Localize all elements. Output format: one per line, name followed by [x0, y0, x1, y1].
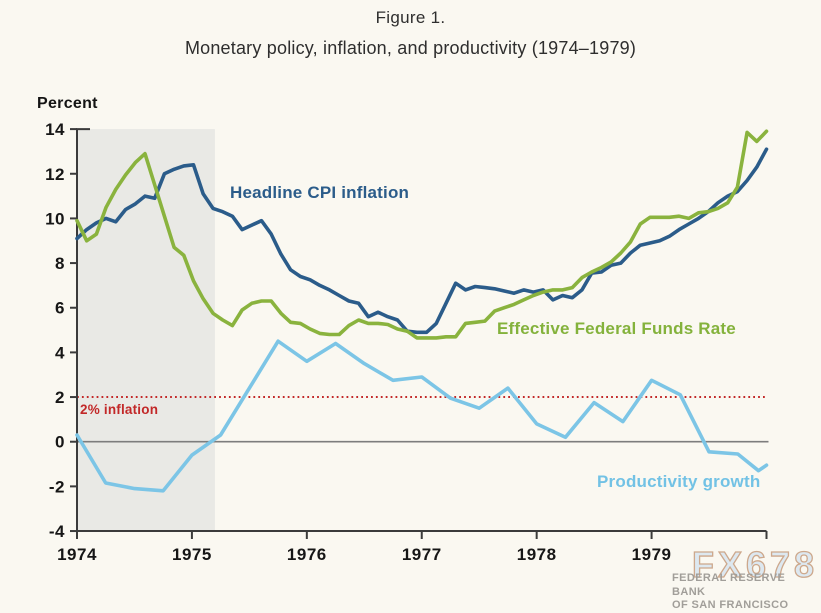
x-axis-tick-label: 1975	[172, 545, 212, 564]
x-axis-tick-label: 1977	[402, 545, 442, 564]
y-axis-tick-label: 0	[55, 433, 65, 452]
y-axis-tick-label: 6	[55, 299, 65, 318]
ffr-series-label: Effective Federal Funds Rate	[497, 319, 736, 338]
y-axis-tick-label: 2	[55, 388, 65, 407]
watermark-source-line2: OF SAN FRANCISCO	[672, 599, 789, 611]
x-axis-tick-label: 1979	[632, 545, 672, 564]
y-axis-tick-label: -2	[49, 477, 65, 496]
y-axis-tick-label: 12	[45, 165, 65, 184]
y-axis-tick-label: 4	[55, 343, 65, 362]
y-axis-title: Percent	[37, 95, 98, 112]
cpi-series-label: Headline CPI inflation	[230, 183, 410, 202]
x-axis-tick-label: 1978	[517, 545, 557, 564]
y-axis-tick-label: -4	[49, 522, 65, 541]
cpi-line	[75, 147, 769, 335]
productivity-series-label: Productivity growth	[597, 472, 761, 491]
y-axis-tick-label: 14	[45, 120, 65, 139]
watermark-source: FEDERAL RESERVE BANK OF SAN FRANCISCO	[672, 572, 812, 613]
watermark-source-line1: FEDERAL RESERVE BANK	[672, 572, 786, 598]
x-axis-tick-label: 1976	[287, 545, 327, 564]
ffr-line	[75, 129, 769, 340]
figure-title: Monetary policy, inflation, and producti…	[184, 38, 637, 58]
figure-number: Figure 1.	[375, 8, 446, 27]
watermark-logo: FX678	[691, 543, 819, 585]
y-axis-tick-label: 8	[55, 254, 65, 273]
axis-line	[76, 128, 767, 532]
y-axis-tick-label: 10	[45, 209, 65, 228]
productivity-line	[75, 339, 769, 493]
x-axis-tick-label: 1974	[57, 545, 97, 564]
inflation-target-label: 2% inflation	[80, 402, 159, 417]
